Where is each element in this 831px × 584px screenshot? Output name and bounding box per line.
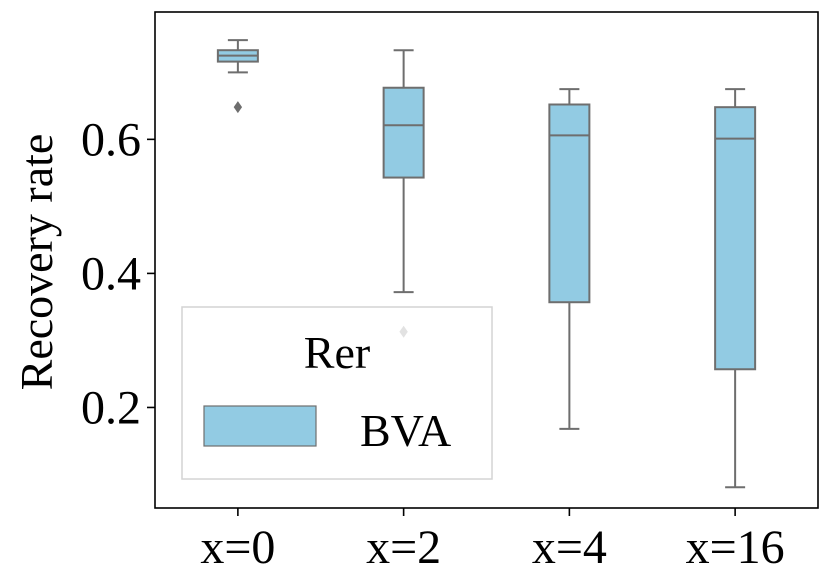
legend-frame xyxy=(181,306,493,480)
y-tick-label: 0.4 xyxy=(81,247,141,300)
box-group-x=2 xyxy=(382,49,425,338)
plot-frame xyxy=(154,11,819,509)
box-group-x=16 xyxy=(714,88,757,489)
boxes-layer xyxy=(216,39,757,489)
y-tick-label: 0.6 xyxy=(81,113,141,166)
iqr-box xyxy=(548,103,591,304)
box-group-x=4 xyxy=(548,88,591,430)
y-axis-label: Recovery rate xyxy=(11,134,62,391)
legend-title: Rer xyxy=(304,327,370,378)
x-tick-label: x=4 xyxy=(532,521,607,574)
legend-swatch xyxy=(203,405,317,447)
iqr-box xyxy=(714,106,757,371)
x-axis-ticks: x=0 x=2 x=4 x=16 xyxy=(200,508,785,574)
iqr-box xyxy=(382,86,425,179)
x-tick-label: x=16 xyxy=(686,521,785,574)
outlier-marker xyxy=(233,101,243,114)
x-tick-label: x=0 xyxy=(200,521,275,574)
y-tick-label: 0.2 xyxy=(81,381,141,434)
y-axis-ticks: 0.2 0.4 0.6 xyxy=(81,113,155,434)
x-tick-label: x=2 xyxy=(366,521,441,574)
legend-label: BVA xyxy=(360,405,451,456)
box-group-x=0 xyxy=(216,39,259,114)
legend: Rer BVA xyxy=(181,306,493,480)
